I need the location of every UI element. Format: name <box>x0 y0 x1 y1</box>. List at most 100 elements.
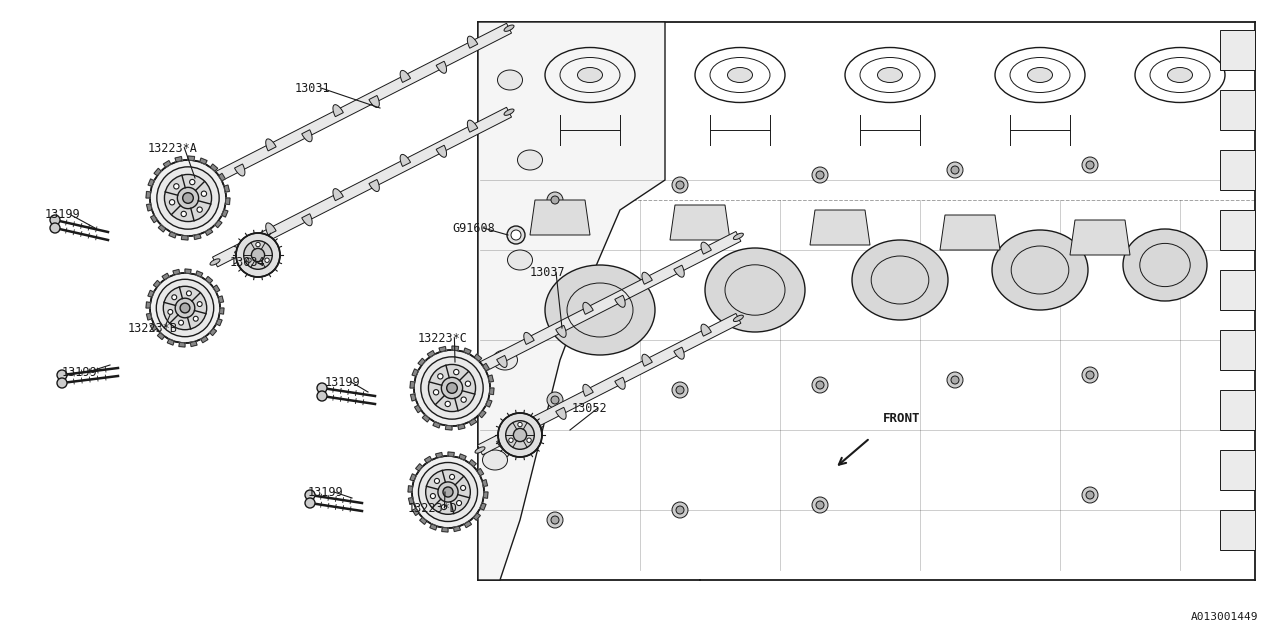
Circle shape <box>508 438 513 442</box>
Polygon shape <box>182 236 188 240</box>
Circle shape <box>413 350 490 426</box>
Circle shape <box>1085 491 1094 499</box>
Polygon shape <box>1220 330 1254 370</box>
Circle shape <box>442 504 447 509</box>
Circle shape <box>412 456 484 528</box>
Polygon shape <box>483 364 489 371</box>
Ellipse shape <box>733 315 744 321</box>
Circle shape <box>236 233 280 277</box>
Polygon shape <box>215 220 221 228</box>
Polygon shape <box>445 426 452 430</box>
Circle shape <box>305 490 315 500</box>
Polygon shape <box>234 248 244 260</box>
Ellipse shape <box>493 350 517 370</box>
Polygon shape <box>195 234 201 239</box>
Polygon shape <box>465 521 471 527</box>
Polygon shape <box>643 354 653 366</box>
Circle shape <box>812 167 828 183</box>
Polygon shape <box>582 302 593 314</box>
Polygon shape <box>234 164 244 176</box>
Polygon shape <box>212 108 512 267</box>
Polygon shape <box>146 302 151 308</box>
Ellipse shape <box>1167 67 1193 83</box>
Polygon shape <box>416 464 422 471</box>
Circle shape <box>180 303 189 313</box>
Circle shape <box>256 243 260 247</box>
Polygon shape <box>477 22 666 580</box>
Text: 13034: 13034 <box>230 255 266 269</box>
Polygon shape <box>701 242 712 254</box>
Circle shape <box>251 248 265 262</box>
Ellipse shape <box>577 67 603 83</box>
Polygon shape <box>419 358 425 365</box>
Circle shape <box>305 498 315 508</box>
Polygon shape <box>212 23 512 183</box>
Polygon shape <box>369 179 379 191</box>
Circle shape <box>951 376 959 384</box>
Polygon shape <box>266 139 276 151</box>
Polygon shape <box>439 346 445 352</box>
Circle shape <box>457 500 462 506</box>
Polygon shape <box>810 210 870 245</box>
Ellipse shape <box>504 25 515 31</box>
Polygon shape <box>333 189 343 201</box>
Polygon shape <box>486 400 492 407</box>
Circle shape <box>1085 371 1094 379</box>
Circle shape <box>150 273 220 343</box>
Polygon shape <box>428 351 435 357</box>
Polygon shape <box>196 271 202 277</box>
Circle shape <box>169 200 175 205</box>
Text: 13199: 13199 <box>45 209 81 221</box>
Text: 13031: 13031 <box>294 81 330 95</box>
Polygon shape <box>150 324 156 331</box>
Polygon shape <box>556 325 566 337</box>
Circle shape <box>429 364 476 412</box>
Polygon shape <box>1220 90 1254 130</box>
Polygon shape <box>458 424 465 429</box>
Polygon shape <box>480 503 486 510</box>
Circle shape <box>156 279 214 337</box>
Circle shape <box>197 301 202 307</box>
Polygon shape <box>701 324 712 336</box>
Polygon shape <box>436 61 447 74</box>
Ellipse shape <box>504 109 515 115</box>
Circle shape <box>434 479 439 483</box>
Polygon shape <box>210 328 216 335</box>
Polygon shape <box>179 342 186 347</box>
Polygon shape <box>175 157 182 162</box>
Text: 13223*B: 13223*B <box>128 321 178 335</box>
Polygon shape <box>433 422 440 428</box>
Circle shape <box>817 381 824 389</box>
Polygon shape <box>477 314 741 455</box>
Circle shape <box>817 501 824 509</box>
Polygon shape <box>1220 30 1254 70</box>
Circle shape <box>317 383 326 393</box>
Polygon shape <box>200 158 207 164</box>
Circle shape <box>1082 157 1098 173</box>
Polygon shape <box>475 354 481 361</box>
Circle shape <box>197 207 202 212</box>
Polygon shape <box>477 232 741 373</box>
Circle shape <box>193 316 198 321</box>
Polygon shape <box>214 285 220 292</box>
Polygon shape <box>159 225 165 232</box>
Circle shape <box>243 241 273 269</box>
Circle shape <box>419 463 477 522</box>
Polygon shape <box>483 479 488 486</box>
Polygon shape <box>401 70 411 83</box>
Circle shape <box>445 401 451 406</box>
Polygon shape <box>369 95 379 108</box>
Polygon shape <box>614 377 625 389</box>
Circle shape <box>157 167 219 229</box>
Ellipse shape <box>852 240 948 320</box>
Circle shape <box>426 470 470 515</box>
Circle shape <box>178 188 198 209</box>
Polygon shape <box>173 269 179 275</box>
Polygon shape <box>154 280 160 287</box>
Polygon shape <box>164 161 170 167</box>
Polygon shape <box>497 437 507 449</box>
Text: FRONT: FRONT <box>883 412 920 424</box>
Circle shape <box>676 181 684 189</box>
Circle shape <box>434 390 439 395</box>
Polygon shape <box>168 339 174 345</box>
